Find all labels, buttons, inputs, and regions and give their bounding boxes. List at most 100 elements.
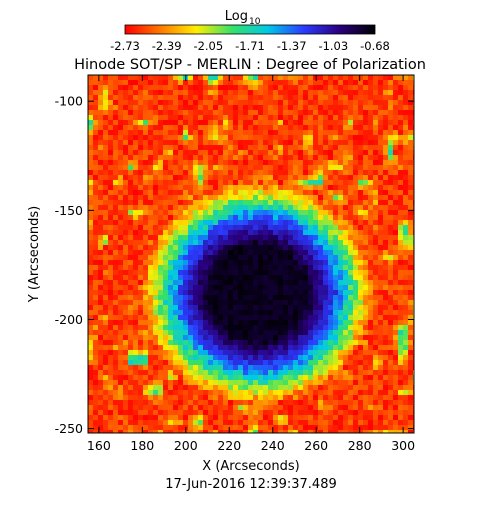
heatmap-cell — [168, 320, 173, 325]
heatmap-cell — [208, 270, 213, 275]
heatmap-cell — [233, 245, 238, 250]
heatmap-cell — [103, 185, 108, 190]
heatmap-cell — [398, 140, 403, 145]
heatmap-cell — [328, 205, 333, 210]
heatmap-cell — [168, 385, 173, 390]
heatmap-cell — [108, 220, 113, 225]
heatmap-cell — [253, 415, 258, 420]
heatmap-cell — [358, 130, 363, 135]
heatmap-cell — [263, 425, 268, 430]
heatmap-cell — [358, 280, 363, 285]
heatmap-cell — [268, 190, 273, 195]
heatmap-cell — [153, 95, 158, 100]
heatmap-cell — [348, 420, 353, 425]
heatmap-cell — [213, 385, 218, 390]
heatmap-cell — [98, 340, 103, 345]
heatmap-cell — [278, 430, 283, 433]
heatmap-cell — [88, 390, 93, 395]
heatmap-cell — [238, 245, 243, 250]
heatmap-cell — [298, 100, 303, 105]
heatmap-cell — [353, 120, 358, 125]
heatmap-cell — [318, 195, 323, 200]
heatmap-cell — [298, 250, 303, 255]
heatmap-cell — [178, 255, 183, 260]
heatmap-cell — [113, 280, 118, 285]
plot-frame — [87, 74, 415, 434]
heatmap-cell — [203, 140, 208, 145]
heatmap-cell — [328, 320, 333, 325]
heatmap-cell — [273, 170, 278, 175]
heatmap-cell — [388, 105, 393, 110]
heatmap-cell — [133, 285, 138, 290]
heatmap-cell — [308, 140, 313, 145]
heatmap-cell — [163, 100, 168, 105]
heatmap-cell — [178, 170, 183, 175]
heatmap-cell — [328, 75, 333, 80]
heatmap-cell — [123, 160, 128, 165]
heatmap-cell — [103, 115, 108, 120]
heatmap-cell — [333, 420, 338, 425]
heatmap-cell — [403, 115, 408, 120]
heatmap-cell — [168, 85, 173, 90]
heatmap-cell — [338, 380, 343, 385]
heatmap-cell — [258, 425, 263, 430]
heatmap-cell — [298, 105, 303, 110]
heatmap-cell — [323, 285, 328, 290]
heatmap-cell — [118, 105, 123, 110]
heatmap-cell — [258, 375, 263, 380]
heatmap-cell — [183, 245, 188, 250]
heatmap-cell — [333, 370, 338, 375]
heatmap-cell — [388, 305, 393, 310]
heatmap-cell — [233, 305, 238, 310]
heatmap-cell — [378, 415, 383, 420]
heatmap-cell — [293, 310, 298, 315]
heatmap-cell — [233, 190, 238, 195]
heatmap-cell — [238, 95, 243, 100]
heatmap-cell — [133, 290, 138, 295]
heatmap-cell — [128, 370, 133, 375]
heatmap-cell — [258, 115, 263, 120]
heatmap-cell — [383, 335, 388, 340]
heatmap-cell — [108, 105, 113, 110]
heatmap-cell — [158, 215, 163, 220]
heatmap-cell — [213, 240, 218, 245]
heatmap-cell — [363, 430, 368, 433]
heatmap-cell — [318, 280, 323, 285]
heatmap-cell — [188, 280, 193, 285]
heatmap-cell — [308, 345, 313, 350]
heatmap-cell — [328, 305, 333, 310]
heatmap-cell — [298, 140, 303, 145]
heatmap-cell — [238, 230, 243, 235]
heatmap-cell — [163, 370, 168, 375]
heatmap-cell — [173, 305, 178, 310]
heatmap-cell — [203, 260, 208, 265]
heatmap-cell — [233, 260, 238, 265]
heatmap-cell — [283, 80, 288, 85]
heatmap-cell — [303, 185, 308, 190]
heatmap-cell — [383, 285, 388, 290]
heatmap-cell — [248, 430, 253, 433]
heatmap-cell — [93, 345, 98, 350]
heatmap-cell — [248, 185, 253, 190]
heatmap-cell — [403, 90, 408, 95]
heatmap-cell — [373, 335, 378, 340]
heatmap-cell — [338, 385, 343, 390]
heatmap-cell — [218, 150, 223, 155]
heatmap-cell — [408, 290, 413, 295]
heatmap-cell — [193, 140, 198, 145]
heatmap-cell — [408, 170, 413, 175]
heatmap-cell — [343, 415, 348, 420]
heatmap-cell — [383, 165, 388, 170]
heatmap-cell — [153, 310, 158, 315]
heatmap-cell — [293, 175, 298, 180]
heatmap-cell — [393, 315, 398, 320]
heatmap-cell — [278, 310, 283, 315]
heatmap-cell — [273, 160, 278, 165]
heatmap-cell — [328, 420, 333, 425]
heatmap-cell — [208, 265, 213, 270]
heatmap-cell — [228, 310, 233, 315]
heatmap-cell — [258, 215, 263, 220]
heatmap-cell — [348, 190, 353, 195]
heatmap-cell — [153, 390, 158, 395]
heatmap-cell — [338, 425, 343, 430]
